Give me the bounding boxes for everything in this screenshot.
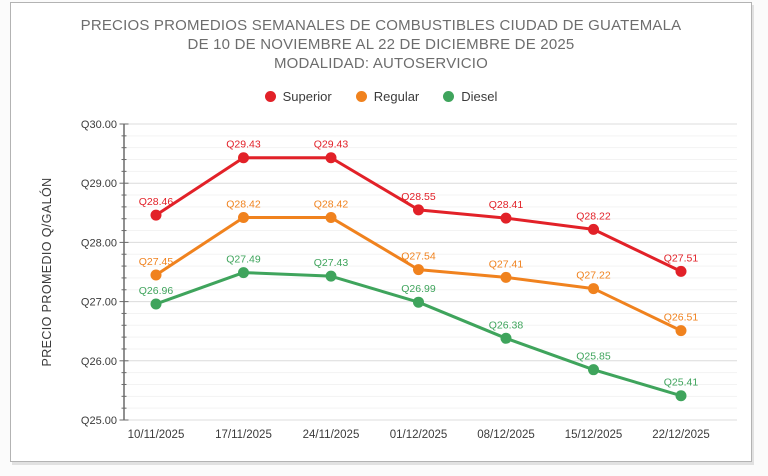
legend-dot-icon bbox=[264, 91, 276, 102]
legend-item-diesel: Diesel bbox=[443, 89, 497, 104]
data-label-superior: Q28.22 bbox=[576, 210, 611, 222]
chart-card: PRECIOS PROMEDIOS SEMANALES DE COMBUSTIB… bbox=[10, 2, 752, 462]
data-point-diesel bbox=[500, 332, 512, 344]
data-point-superior bbox=[675, 265, 687, 277]
x-axis-tick-label: 01/12/2025 bbox=[390, 429, 448, 441]
x-axis-tick-label: 24/11/2025 bbox=[303, 429, 360, 441]
chart-title-line-1: PRECIOS PROMEDIOS SEMANALES DE COMBUSTIB… bbox=[80, 17, 682, 34]
legend-dot-icon bbox=[443, 91, 455, 102]
data-label-diesel: Q26.38 bbox=[489, 319, 524, 331]
data-point-regular bbox=[150, 269, 162, 281]
x-axis-tick-label: 08/12/2025 bbox=[477, 429, 535, 441]
x-axis-tick-label: 22/12/2025 bbox=[652, 429, 710, 441]
data-label-regular: Q27.22 bbox=[576, 270, 611, 282]
data-label-superior: Q29.43 bbox=[226, 139, 261, 151]
data-point-superior bbox=[150, 209, 162, 221]
data-label-regular: Q28.42 bbox=[314, 199, 349, 211]
data-point-superior bbox=[500, 212, 512, 224]
y-axis-tick-label: Q27.00 bbox=[81, 297, 117, 309]
data-label-regular: Q26.51 bbox=[664, 312, 699, 324]
data-label-superior: Q29.43 bbox=[314, 139, 349, 151]
y-axis-tick-label: Q30.00 bbox=[81, 119, 117, 131]
legend: Superior Regular Diesel bbox=[11, 89, 751, 104]
data-point-superior bbox=[413, 204, 424, 216]
data-label-regular: Q27.41 bbox=[489, 258, 524, 270]
data-point-diesel bbox=[675, 390, 687, 402]
y-axis-title: PRECIO PROMEDIO Q/GALÓN bbox=[40, 177, 54, 367]
chart-title-line-2: DE 10 DE NOVIEMBRE AL 22 DE DICIEMBRE DE… bbox=[187, 36, 575, 53]
data-point-regular bbox=[588, 283, 599, 295]
data-point-diesel bbox=[413, 296, 424, 308]
x-axis-tick-label: 15/12/2025 bbox=[565, 429, 623, 441]
data-point-diesel bbox=[150, 298, 162, 310]
data-point-regular bbox=[500, 271, 512, 283]
data-label-diesel: Q25.85 bbox=[576, 351, 611, 363]
data-label-diesel: Q26.96 bbox=[139, 285, 174, 297]
data-label-diesel: Q27.43 bbox=[314, 257, 349, 269]
data-point-regular bbox=[413, 264, 424, 276]
data-point-regular bbox=[325, 212, 337, 224]
data-label-diesel: Q25.41 bbox=[664, 377, 699, 389]
data-point-diesel bbox=[325, 270, 337, 282]
legend-label: Regular bbox=[373, 89, 420, 104]
legend-item-regular: Regular bbox=[355, 89, 420, 104]
data-label-superior: Q28.41 bbox=[489, 199, 524, 211]
x-axis-tick-label: 10/11/2025 bbox=[128, 429, 185, 441]
chart-title-line-3: MODALIDAD: AUTOSERVICIO bbox=[273, 55, 489, 72]
series-line-regular bbox=[155, 216, 682, 332]
x-axis-tick-label: 17/11/2025 bbox=[215, 429, 272, 441]
data-label-superior: Q28.55 bbox=[401, 191, 436, 203]
y-axis-tick-label: Q26.00 bbox=[81, 356, 117, 368]
y-axis-tick-label: Q25.00 bbox=[81, 415, 117, 427]
legend-label: Diesel bbox=[461, 89, 498, 104]
chart-title: PRECIOS PROMEDIOS SEMANALES DE COMBUSTIB… bbox=[11, 16, 751, 73]
data-point-diesel bbox=[588, 364, 599, 376]
data-label-diesel: Q27.49 bbox=[226, 254, 261, 266]
data-point-regular bbox=[238, 212, 249, 224]
y-axis-tick-label: Q28.00 bbox=[81, 237, 117, 249]
series-line-diesel bbox=[155, 271, 682, 398]
data-label-superior: Q28.46 bbox=[139, 196, 174, 208]
data-point-regular bbox=[675, 325, 687, 337]
data-point-superior bbox=[238, 152, 249, 164]
data-label-regular: Q28.42 bbox=[226, 199, 261, 211]
series-line-superior bbox=[155, 156, 682, 273]
data-label-superior: Q27.51 bbox=[664, 252, 699, 264]
data-label-regular: Q27.54 bbox=[401, 251, 436, 263]
y-axis-tick-label: Q29.00 bbox=[81, 178, 117, 190]
data-label-regular: Q27.45 bbox=[139, 256, 174, 268]
data-point-superior bbox=[325, 152, 337, 164]
legend-item-superior: Superior bbox=[264, 89, 332, 104]
legend-dot-icon bbox=[355, 91, 367, 102]
data-label-diesel: Q26.99 bbox=[401, 283, 436, 295]
data-point-superior bbox=[588, 223, 599, 235]
legend-label: Superior bbox=[282, 89, 332, 104]
data-point-diesel bbox=[238, 267, 249, 279]
